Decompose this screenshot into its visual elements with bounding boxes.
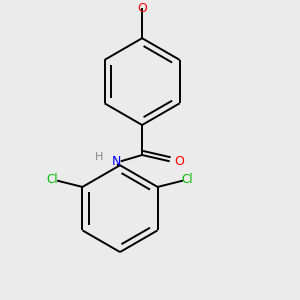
Text: Cl: Cl	[46, 172, 58, 186]
Text: O: O	[137, 2, 147, 15]
Text: O: O	[174, 155, 184, 168]
Text: N: N	[112, 155, 122, 168]
Text: Cl: Cl	[182, 172, 194, 186]
Text: H: H	[95, 152, 104, 162]
